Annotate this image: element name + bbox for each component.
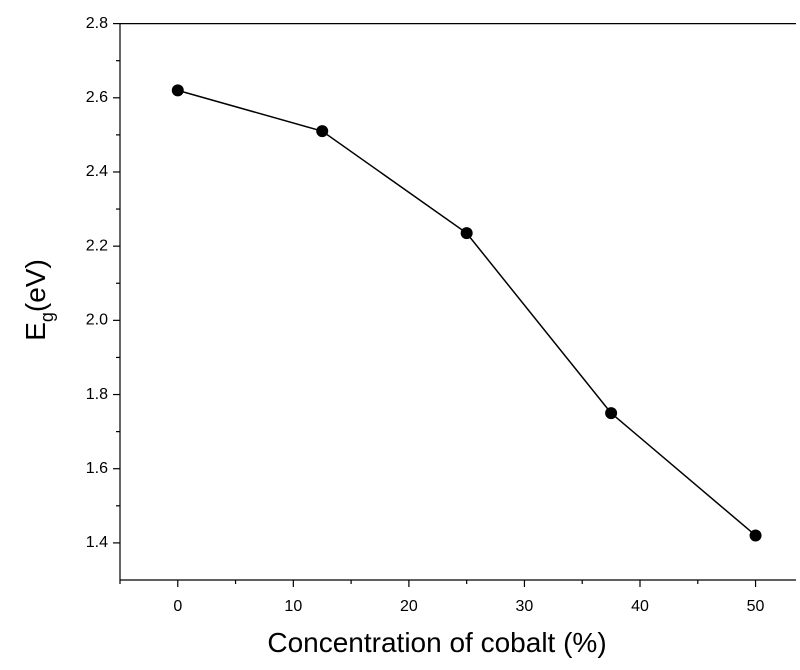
y-tick-label: 2.8: [86, 15, 108, 32]
x-tick-label: 0: [173, 598, 182, 615]
x-tick-label: 10: [284, 598, 302, 615]
x-tick-label: 40: [631, 598, 649, 615]
y-tick-label: 1.4: [86, 534, 108, 551]
data-point: [171, 84, 184, 97]
y-label-main: E: [20, 322, 51, 341]
x-tick-label: 50: [747, 598, 765, 615]
y-tick-label: 2.2: [86, 237, 108, 254]
x-tick-label: 30: [516, 598, 534, 615]
x-tick-label: 20: [400, 598, 418, 615]
x-axis-label: Concentration of cobalt (%): [267, 627, 606, 658]
data-point: [605, 407, 618, 420]
y-tick-label: 2.0: [86, 312, 108, 329]
data-point: [460, 227, 473, 240]
y-tick-label: 2.4: [86, 163, 108, 180]
y-label-rest: (eV): [20, 259, 51, 312]
y-label-sub: g: [37, 312, 57, 322]
data-point: [749, 529, 762, 542]
y-axis-label: Eg(eV): [20, 259, 57, 341]
y-tick-label: 1.8: [86, 386, 108, 403]
y-tick-label: 1.6: [86, 460, 108, 477]
data-point: [316, 125, 329, 138]
y-tick-label: 2.6: [86, 89, 108, 106]
data-line: [177, 89, 757, 537]
